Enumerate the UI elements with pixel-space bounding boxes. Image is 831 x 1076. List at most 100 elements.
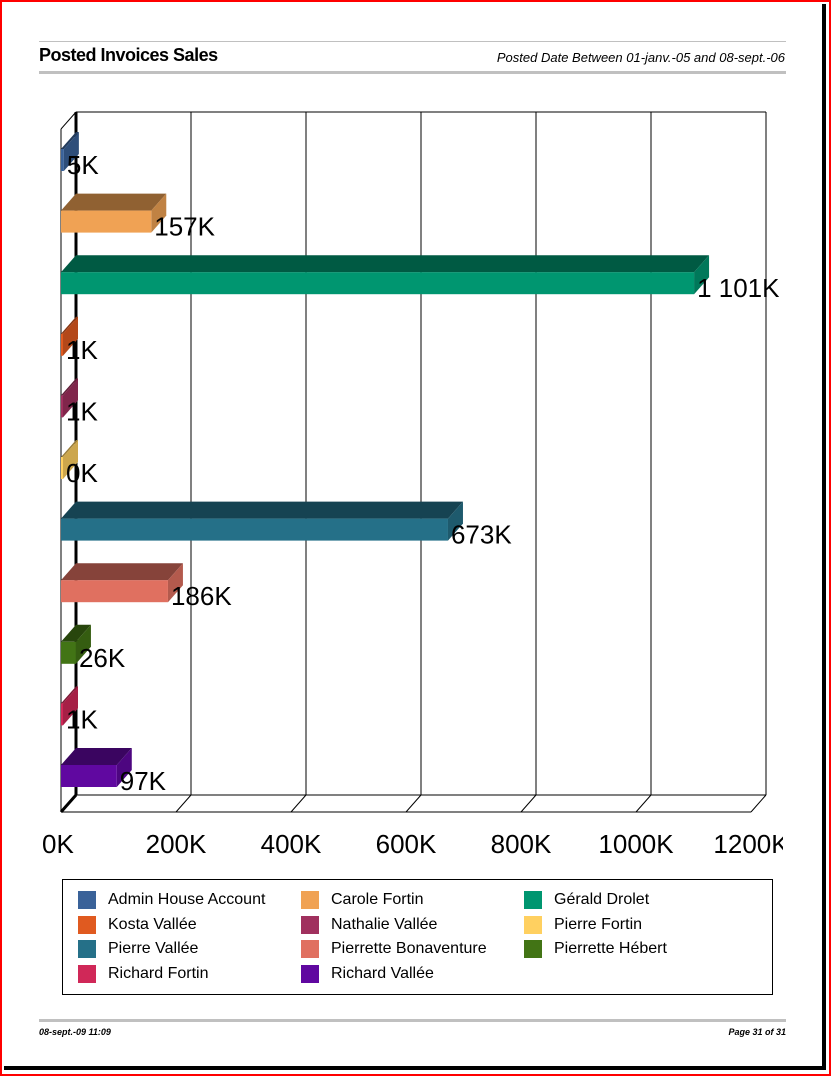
legend-item: Gérald Drolet [524, 891, 649, 909]
floor-gridline [290, 794, 307, 813]
page-number: Page 31 of 31 [728, 1027, 786, 1037]
bar-top [61, 255, 710, 273]
legend-swatch [78, 915, 96, 934]
bar-side [167, 563, 183, 603]
bar [61, 703, 63, 726]
divider [39, 1019, 786, 1022]
legend-label: Carole Fortin [331, 891, 424, 908]
bar [61, 333, 63, 356]
bar-top [61, 378, 78, 396]
bar-side [75, 624, 91, 664]
bar [61, 457, 63, 479]
bar-side [694, 255, 710, 295]
chart-legend: Admin House Account Carole Fortin Gérald D… [62, 879, 773, 995]
floor-gridline [635, 794, 652, 813]
bar-top [61, 316, 78, 334]
floor-gridline [750, 794, 767, 813]
bar [61, 149, 64, 171]
legend-label: Richard Fortin [108, 964, 209, 982]
legend-label: Gérald Drolet [554, 891, 650, 908]
legend-label: Nathalie Vallée [331, 915, 438, 933]
legend-item: Richard Vallée [301, 964, 434, 983]
legend-swatch [524, 891, 542, 909]
x-tick-label: 1000K [598, 829, 674, 859]
bar-side [63, 686, 78, 726]
bar-side [116, 748, 132, 787]
data-label: 97K [120, 766, 167, 796]
x-tick-label: 400K [261, 829, 322, 859]
bar-chart: 5K 157K 1 101K 1K 1K 0K 673K 186K 26K 1K 97K 0K 200K… [42, 111, 789, 859]
legend-item: Admin House Account [78, 891, 265, 909]
floor-gridline [520, 794, 537, 813]
data-label: 1K [66, 704, 98, 734]
x-tick-label: 200K [146, 829, 207, 859]
legend-item: Pierrette Hébert [524, 940, 667, 958]
bar-side [63, 378, 78, 418]
x-tick-label: 1200K [713, 829, 789, 859]
data-label: 26K [79, 643, 126, 673]
bar [61, 765, 117, 787]
bar-top [61, 624, 91, 642]
data-label: 186K [171, 581, 232, 611]
legend-item: Pierre Vallée [78, 940, 198, 958]
divider [39, 71, 786, 74]
bar-top [61, 748, 132, 765]
y-axis-floor [59, 794, 78, 813]
bar-top [61, 501, 463, 519]
legend-item: Carole Fortin [301, 891, 423, 909]
legend-label: Kosta Vallée [108, 915, 197, 933]
legend-swatch [78, 891, 96, 909]
data-label: 5K [67, 150, 99, 180]
bar [61, 518, 448, 541]
bar-top [61, 193, 167, 211]
report-date-range: Posted Date Between 01-janv.-05 and 08-s… [496, 50, 785, 65]
bar-side [151, 193, 167, 233]
bar [61, 210, 152, 233]
x-tick-label: 0K [42, 829, 74, 859]
print-timestamp: 08-sept.-09 11:09 [39, 1027, 111, 1037]
legend-label: Pierre Fortin [554, 915, 643, 933]
data-label: 0K [66, 458, 98, 488]
legend-item: Nathalie Vallée [301, 915, 438, 934]
legend-swatch [301, 964, 319, 983]
data-label: 1 101K [697, 273, 780, 303]
data-label: 157K [154, 212, 215, 242]
legend-swatch [524, 915, 542, 934]
legend-swatch [301, 915, 319, 934]
data-label: 1K [66, 396, 98, 426]
floor-gridline [175, 794, 192, 813]
page-shadow [4, 1066, 826, 1070]
divider [39, 41, 786, 42]
legend-swatch [78, 940, 96, 958]
legend-item: Pierrette Bonaventure [301, 940, 487, 958]
bar-side [63, 316, 78, 356]
floor-gridline [405, 794, 422, 813]
bar [61, 395, 63, 418]
x-tick-label: 600K [376, 829, 437, 859]
bar-side [63, 132, 79, 171]
data-label: 1K [66, 335, 98, 365]
bar-top [61, 686, 78, 704]
legend-swatch [524, 940, 542, 958]
legend-swatch [301, 891, 319, 909]
bar-side [447, 501, 463, 541]
bar-top [61, 563, 183, 581]
legend-label: Pierre Vallée [108, 940, 199, 957]
report-title: Posted Invoices Sales [39, 45, 218, 65]
legend-label: Pierrette Bonaventure [331, 940, 487, 957]
legend-label: Richard Vallée [331, 964, 434, 982]
legend-label: Admin House Account [108, 891, 266, 908]
bar-top [61, 132, 79, 149]
bar-side [63, 440, 78, 479]
x-tick-label: 800K [491, 829, 552, 859]
legend-swatch [78, 964, 96, 983]
legend-item: Richard Fortin [78, 964, 209, 983]
bar [61, 272, 695, 295]
page-shadow [822, 4, 826, 1070]
bar [61, 641, 76, 664]
legend-label: Pierrette Hébert [554, 940, 667, 957]
left-wall-edge [60, 111, 77, 130]
legend-item: Kosta Vallée [78, 915, 197, 934]
bar [61, 580, 168, 603]
